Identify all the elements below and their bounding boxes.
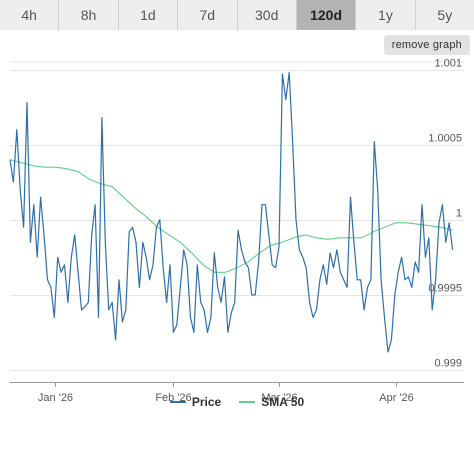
price-line [9,71,454,353]
range-tab-30d[interactable]: 30d [237,0,297,30]
range-tab-4h[interactable]: 4h [0,0,60,30]
range-selector: 4h 8h 1d 7d 30d 120d 1y 5y [0,0,474,30]
range-tab-7d[interactable]: 7d [178,0,238,30]
x-tick-label: Apr '26 [379,392,414,404]
y-tick-label: 1 [456,208,462,220]
legend-swatch-sma [239,401,256,403]
legend-swatch-price [169,401,186,403]
x-axis-ticks: Jan '26 Feb '26 Mar '26 Apr '26 [38,382,414,404]
range-tab-5y[interactable]: 5y [415,0,474,30]
range-tab-1d[interactable]: 1d [118,0,179,30]
range-tab-120d[interactable]: 120d [296,0,357,30]
remove-graph-button[interactable]: remove graph [383,35,470,55]
legend-item-price[interactable]: Price [169,395,222,409]
x-tick-label: Mar '26 [261,392,297,404]
y-axis-ticks: 0.999 0.9995 1 1.0005 1.001 [428,58,462,370]
legend-label-price: Price [191,395,222,409]
x-tick-label: Jan '26 [38,392,73,404]
grid-lines [10,61,464,371]
y-tick-label: 0.9995 [428,283,462,295]
range-tab-1y[interactable]: 1y [356,0,416,30]
range-tab-8h[interactable]: 8h [59,0,119,30]
legend-item-sma[interactable]: SMA 50 [239,395,304,409]
series-lines [9,71,454,353]
y-tick-label: 1.001 [434,58,462,70]
legend-label-sma: SMA 50 [261,395,305,409]
y-tick-label: 1.0005 [428,133,462,145]
y-tick-label: 0.999 [434,358,462,370]
legend: Price SMA 50 [0,392,474,412]
